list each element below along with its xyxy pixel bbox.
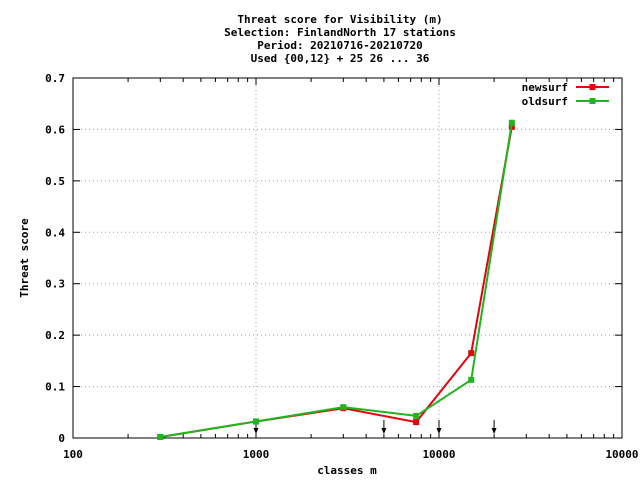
y-tick-label: 0.3 bbox=[45, 278, 65, 291]
newsurf-point bbox=[468, 350, 475, 357]
y-tick-labels: 0 0.1 0.2 0.3 0.4 0.5 0.6 0.7 bbox=[45, 72, 65, 445]
y-tick-label: 0.4 bbox=[45, 226, 65, 239]
oldsurf-point bbox=[468, 376, 475, 383]
y-tick-label: 0.2 bbox=[45, 329, 65, 342]
oldsurf-line bbox=[160, 122, 513, 438]
x-axis-label: classes m bbox=[317, 464, 377, 477]
series-layer bbox=[157, 119, 515, 440]
x-tick-label: 10000 bbox=[422, 448, 455, 461]
oldsurf-point bbox=[253, 418, 259, 425]
class-arrow bbox=[436, 420, 442, 434]
legend-label-oldsurf: oldsurf bbox=[522, 95, 568, 108]
legend-label-newsurf: newsurf bbox=[522, 81, 568, 94]
title-line-4: Used {00,12} + 25 26 ... 36 bbox=[251, 52, 430, 65]
grid-lines bbox=[73, 78, 622, 438]
x-tick-label: 100 bbox=[63, 448, 83, 461]
y-tick-label: 0.5 bbox=[45, 175, 65, 188]
title-line-2: Selection: FinlandNorth 17 stations bbox=[224, 26, 456, 39]
title-line-3: Period: 20210716-20210720 bbox=[257, 39, 423, 52]
newsurf-point bbox=[413, 419, 420, 426]
axis-ticks bbox=[72, 77, 623, 439]
y-axis-label: Threat score bbox=[18, 218, 31, 298]
oldsurf-point bbox=[157, 433, 164, 440]
y-tick-label: 0.7 bbox=[45, 72, 65, 85]
title-line-1: Threat score for Visibility (m) bbox=[237, 13, 442, 26]
chart-title: Threat score for Visibility (m) Selectio… bbox=[224, 13, 456, 65]
oldsurf-point bbox=[413, 412, 420, 419]
x-tick-labels: 100 1000 10000 10000 bbox=[63, 448, 639, 461]
y-tick-label: 0 bbox=[58, 432, 65, 445]
x-tick-label: 10000 bbox=[605, 448, 638, 461]
class-arrow bbox=[491, 420, 497, 434]
class-arrow bbox=[381, 420, 387, 434]
oldsurf-point bbox=[340, 404, 347, 411]
class-markers bbox=[253, 420, 497, 434]
plot-frame bbox=[72, 77, 623, 439]
y-tick-label: 0.1 bbox=[45, 381, 65, 394]
x-tick-label: 1000 bbox=[243, 448, 270, 461]
newsurf-line bbox=[160, 126, 513, 438]
legend-marker-newsurf bbox=[589, 84, 596, 90]
oldsurf-point bbox=[508, 119, 515, 126]
y-tick-label: 0.6 bbox=[45, 123, 65, 136]
legend-marker-oldsurf bbox=[589, 98, 596, 104]
